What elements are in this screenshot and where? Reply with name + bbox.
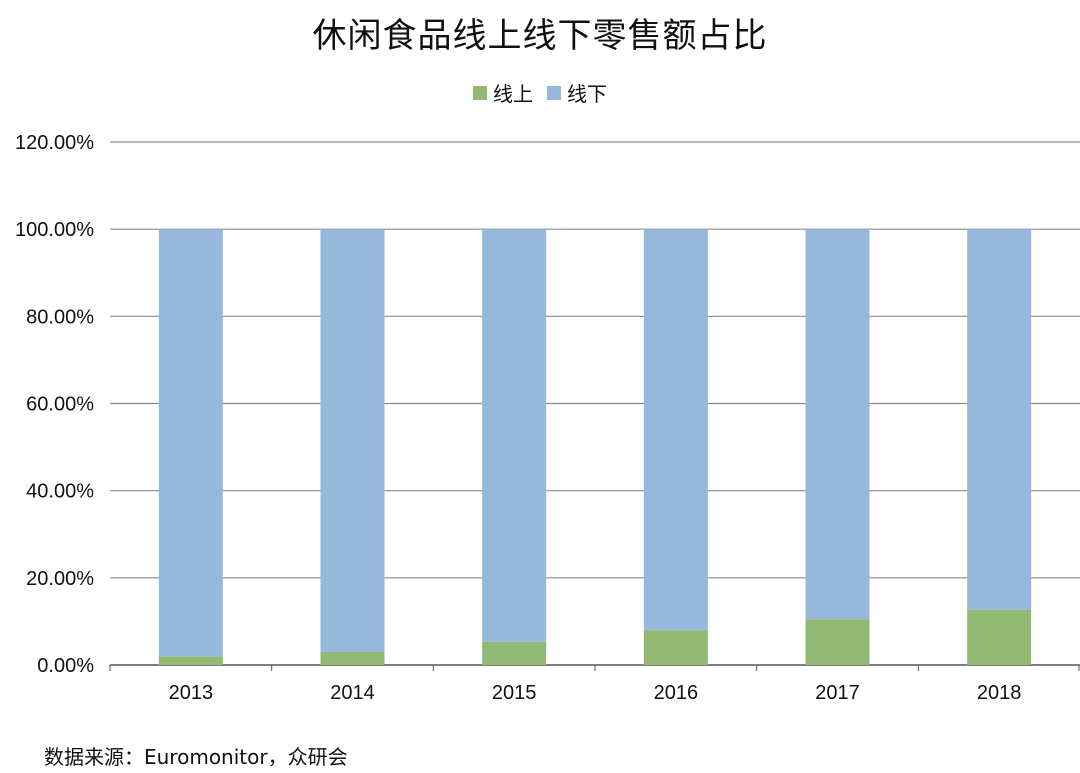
bar-offline [805,229,870,620]
x-tick-label: 2014 [330,682,375,704]
legend: 线上 线下 [0,78,1080,107]
y-tick-label: 40.00% [26,481,94,503]
x-tick-label: 2017 [815,682,860,704]
bar-online [643,630,708,665]
legend-label-online: 线上 [493,82,533,106]
source-note: 数据来源：Euromonitor，众研会 [44,745,348,769]
bar-online [482,641,547,665]
bar-offline [967,229,1032,610]
legend-swatch-online [473,85,487,100]
chart-title: 休闲食品线上线下零售额占比 [312,16,768,56]
y-tick-label: 120.00% [15,132,94,154]
bar-online [320,651,385,665]
x-tick-label: 2013 [169,682,214,704]
y-tick-label: 0.00% [37,655,94,677]
y-tick-label: 100.00% [15,219,94,241]
bar-offline [482,229,547,642]
bar-online [805,619,870,665]
x-tick-label: 2018 [977,682,1022,704]
bar-offline [158,229,223,657]
x-tick-label: 2015 [492,682,537,704]
legend-item-offline: 线下 [547,78,607,107]
bar-online [967,609,1032,665]
y-tick-label: 20.00% [26,568,94,590]
bar-online [158,656,223,665]
y-tick-label: 80.00% [26,306,94,328]
legend-swatch-offline [547,85,561,100]
bar-offline [643,229,708,631]
bar-offline [320,229,385,652]
legend-item-online: 线上 [473,78,533,107]
y-tick-label: 60.00% [26,394,94,416]
legend-label-offline: 线下 [567,82,607,106]
x-tick-label: 2016 [654,682,699,704]
